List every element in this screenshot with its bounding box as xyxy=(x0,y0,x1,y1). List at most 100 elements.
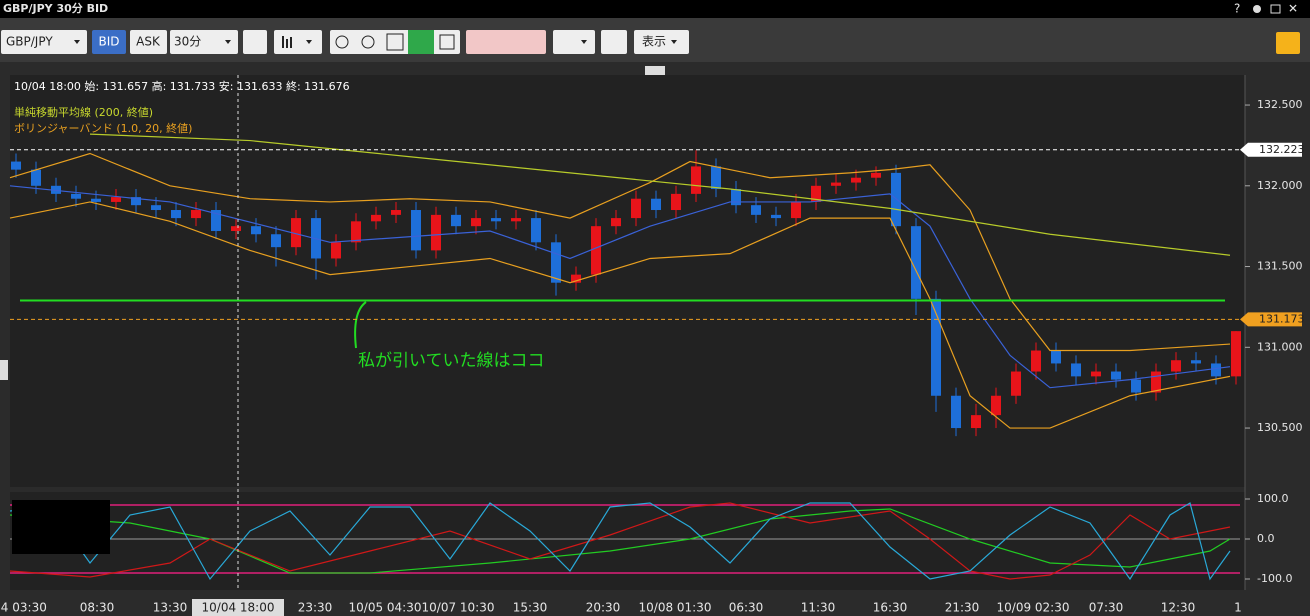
candle-body xyxy=(131,197,141,206)
ask-label: ASK xyxy=(136,35,161,49)
symbol-select[interactable] xyxy=(1,30,87,54)
candle-body xyxy=(191,210,201,219)
indicator-line xyxy=(9,508,1231,574)
candle-body xyxy=(711,166,721,190)
range-button[interactable] xyxy=(408,30,434,54)
candle-body xyxy=(11,161,21,170)
candle-body xyxy=(971,415,981,429)
x-tick-label: 10/09 02:30 xyxy=(997,601,1070,615)
bollinger-legend: ボリンジャーバンド (1.0, 20, 終値) xyxy=(14,121,192,135)
dropdown-arrow xyxy=(225,40,231,44)
toolbar-buttons: GBP/JPY BID ASK 30分 表示 xyxy=(1,30,1300,54)
candle-body xyxy=(1071,363,1081,377)
indicator-button[interactable] xyxy=(601,30,627,54)
price-tag xyxy=(1240,312,1302,327)
indicator-line xyxy=(9,502,1231,581)
display-button[interactable] xyxy=(634,30,689,54)
ohlc-info: 10/04 18:00 始: 131.657 高: 131.733 安: 131… xyxy=(14,79,350,93)
bid-button[interactable] xyxy=(92,30,126,54)
x-tick-label: 10/08 01:30 xyxy=(639,601,712,615)
close-button[interactable]: ✕ xyxy=(1288,2,1298,16)
x-tick-label: 13:30 xyxy=(153,601,188,615)
x-tick-label: 08:30 xyxy=(80,601,115,615)
bollinger-upper xyxy=(9,152,1231,352)
pen-button[interactable] xyxy=(553,30,595,54)
candle-body xyxy=(251,226,261,235)
zoom-out-icon[interactable] xyxy=(361,35,375,49)
interval-select[interactable] xyxy=(170,30,238,54)
y-tick-label: -100.0 xyxy=(1257,572,1292,585)
settings-button[interactable] xyxy=(1253,5,1261,13)
candle-body xyxy=(891,172,901,227)
x-tick-label: 10/04 18:00 xyxy=(202,601,275,615)
candle-body xyxy=(1191,360,1201,364)
symbol-label: GBP/JPY xyxy=(6,35,53,49)
candle-body xyxy=(1231,331,1241,377)
candle-body xyxy=(511,218,521,222)
candle-body xyxy=(1051,350,1061,364)
dropdown-arrow xyxy=(306,40,312,44)
candle-body xyxy=(1211,363,1221,377)
interval-label: 30分 xyxy=(174,35,201,49)
ask-button[interactable] xyxy=(130,30,167,54)
candle-body xyxy=(951,395,961,429)
candle-body xyxy=(751,205,761,215)
x-tick-label: 10/05 04:30 xyxy=(349,601,422,615)
candle-body xyxy=(171,210,181,219)
candle-body xyxy=(1031,350,1041,372)
x-tick-label: 21:30 xyxy=(945,601,980,615)
compare-button[interactable] xyxy=(243,30,267,54)
candle-body xyxy=(691,166,701,194)
candle-body xyxy=(1111,371,1121,380)
chart-type-button[interactable] xyxy=(274,30,322,54)
bollinger-middle xyxy=(9,185,1231,389)
annotation: 私が引いていた線はココ xyxy=(358,351,545,371)
zoom-in-icon[interactable] xyxy=(335,35,349,49)
help-button[interactable]: ? xyxy=(1234,2,1240,16)
candle-body xyxy=(651,198,661,211)
candle-body xyxy=(771,214,781,219)
x-tick-label: 04 03:30 xyxy=(0,601,47,615)
x-tick-label: 06:30 xyxy=(729,601,764,615)
x-tick-label: 12:30 xyxy=(1161,601,1196,615)
restore-button[interactable] xyxy=(1270,4,1281,14)
y-tick-label: 131.500 xyxy=(1257,260,1303,273)
window-controls: ? ✕ xyxy=(1234,2,1298,16)
redaction xyxy=(12,500,110,554)
candle-body xyxy=(91,198,101,202)
side-handle[interactable] xyxy=(0,360,8,380)
collapse-button[interactable] xyxy=(645,66,665,75)
display-label: 表示 xyxy=(642,35,666,49)
candle-body xyxy=(51,185,61,194)
candle-body xyxy=(831,182,841,186)
candle-body xyxy=(1011,371,1021,396)
candle-body xyxy=(811,185,821,202)
fit-icon[interactable] xyxy=(386,33,404,51)
window-icon[interactable] xyxy=(439,34,455,50)
y-tick-label: 132.000 xyxy=(1257,179,1303,192)
price-tag-label: 131.173 xyxy=(1259,312,1305,325)
dropdown-arrow xyxy=(581,40,587,44)
price-pane xyxy=(10,75,1245,487)
candle-body xyxy=(851,177,861,183)
crosshair-time-box xyxy=(192,599,284,616)
candle-body xyxy=(111,197,121,202)
candle-body xyxy=(1151,371,1161,393)
candle-body xyxy=(631,198,641,219)
candle-body xyxy=(391,210,401,215)
candle-body xyxy=(911,226,921,299)
candle-body xyxy=(151,205,161,211)
title-bar xyxy=(0,0,1310,18)
settings-panel-button[interactable] xyxy=(1276,32,1300,54)
annotation-arrow xyxy=(354,301,367,349)
candle-body xyxy=(671,193,681,211)
candle-body xyxy=(451,214,461,227)
candle-body xyxy=(31,169,41,186)
drawing-group[interactable] xyxy=(466,30,546,54)
y-tick-label: 100.0 xyxy=(1257,492,1289,505)
y-tick-label: 130.500 xyxy=(1257,421,1303,434)
dropdown-arrow xyxy=(671,40,677,44)
sma-line xyxy=(89,133,1231,256)
